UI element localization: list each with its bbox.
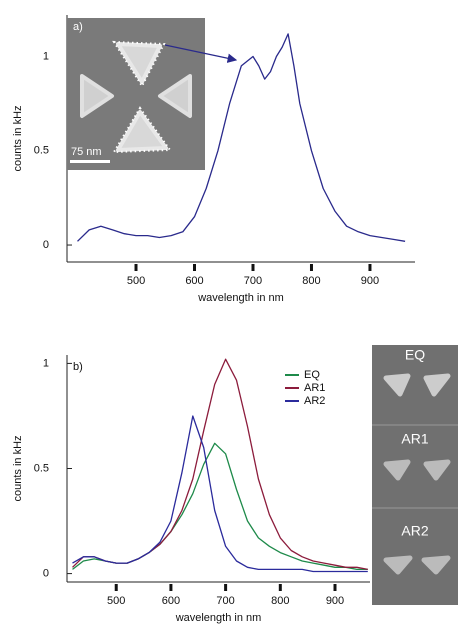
x-axis-title: wavelength in nm bbox=[175, 612, 262, 624]
y-tick-label: 0.5 bbox=[34, 462, 49, 474]
x-tick-label: 800 bbox=[302, 275, 320, 287]
inset-image: 75 nm bbox=[67, 18, 205, 170]
spectrum-line bbox=[72, 442, 368, 571]
scale-label: 75 nm bbox=[71, 146, 102, 158]
x-tick-label: 700 bbox=[244, 275, 262, 287]
y-tick-label: 0 bbox=[43, 239, 49, 251]
y-axis-title: counts in kHz bbox=[12, 105, 24, 171]
panel-label: AR2 bbox=[401, 523, 428, 539]
panel-label: a) bbox=[73, 21, 83, 33]
x-tick-label: 500 bbox=[127, 275, 145, 287]
x-tick-label: 800 bbox=[271, 595, 289, 607]
x-axis-title: wavelength in nm bbox=[197, 292, 284, 304]
x-tick-label: 600 bbox=[162, 595, 180, 607]
panel-label: b) bbox=[73, 361, 83, 373]
x-tick-label: 600 bbox=[185, 275, 203, 287]
y-tick-label: 1 bbox=[43, 50, 49, 62]
spectrum-line bbox=[72, 415, 368, 573]
x-tick-label: 700 bbox=[216, 595, 234, 607]
x-tick-label: 900 bbox=[361, 275, 379, 287]
panel-label: EQ bbox=[405, 347, 425, 363]
x-tick-label: 900 bbox=[326, 595, 344, 607]
x-tick-label: 500 bbox=[107, 595, 125, 607]
legend-label: AR1 bbox=[304, 382, 325, 394]
legend-label: EQ bbox=[304, 369, 320, 381]
legend-label: AR2 bbox=[304, 395, 325, 407]
spectrum-line bbox=[77, 33, 406, 242]
arrow bbox=[164, 44, 238, 63]
y-tick-label: 0 bbox=[43, 567, 49, 579]
y-axis-title: counts in kHz bbox=[12, 435, 24, 501]
side-panel: EQ AR1 AR2 bbox=[372, 345, 458, 605]
y-tick-label: 0.5 bbox=[34, 145, 49, 157]
panel-label: AR1 bbox=[401, 431, 428, 447]
y-tick-label: 1 bbox=[43, 357, 49, 369]
